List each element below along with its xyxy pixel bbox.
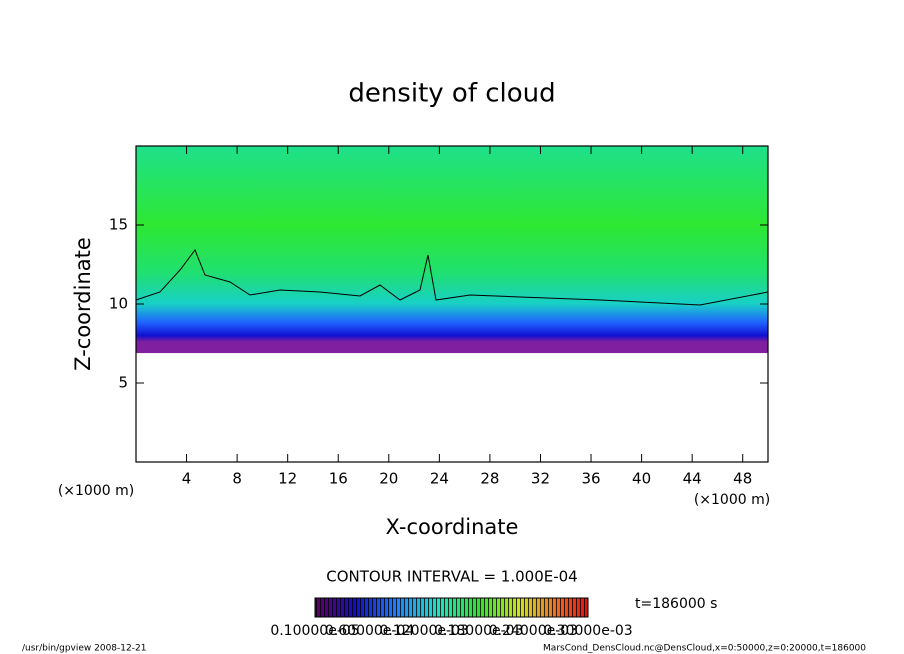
x-tick-label: 12 bbox=[278, 470, 297, 488]
time-label: t=186000 s bbox=[635, 596, 717, 612]
colorbar-frame bbox=[314, 597, 589, 618]
colorbar-label: 0.10000e-05 bbox=[270, 623, 359, 639]
x-tick-label: 32 bbox=[531, 470, 550, 488]
x-unit: (×1000 m) bbox=[694, 492, 770, 508]
footer-left: /usr/bin/gpview 2008-12-21 bbox=[22, 644, 146, 654]
y-tick-label: 15 bbox=[109, 216, 128, 234]
field bbox=[136, 146, 768, 462]
chart-title: density of cloud bbox=[348, 79, 555, 109]
contour-interval: CONTOUR INTERVAL = 1.000E-04 bbox=[326, 568, 577, 586]
y-tick-label: 10 bbox=[109, 295, 128, 313]
x-tick-label: 40 bbox=[632, 470, 651, 488]
x-axis-label: X-coordinate bbox=[386, 515, 519, 539]
x-tick-label: 28 bbox=[480, 470, 499, 488]
y-tick-label: 5 bbox=[118, 374, 128, 392]
colorbar-label: 0.24000e-03 bbox=[489, 623, 578, 639]
x-tick-label: 48 bbox=[733, 470, 752, 488]
y-unit: (×1000 m) bbox=[58, 483, 134, 499]
x-tick-label: 44 bbox=[683, 470, 702, 488]
x-tick-label: 36 bbox=[581, 470, 600, 488]
y-axis-label: Z-coordinate bbox=[71, 237, 95, 371]
x-tick-label: 4 bbox=[182, 470, 192, 488]
x-tick-label: 20 bbox=[379, 470, 398, 488]
footer-right: MarsCond_DensCloud.nc@DensCloud,x=0:5000… bbox=[543, 644, 866, 654]
colorbar-label: 0.18000e-03 bbox=[434, 623, 523, 639]
colorbar-label: 0.12000e-03 bbox=[380, 623, 469, 639]
contour-line bbox=[135, 248, 769, 306]
x-tick-label: 24 bbox=[430, 470, 449, 488]
x-tick-label: 8 bbox=[232, 470, 242, 488]
colorbar-label: 0.60000e-04 bbox=[325, 623, 414, 639]
x-tick-label: 16 bbox=[329, 470, 348, 488]
colorbar-label: 0.30000e-03 bbox=[543, 623, 632, 639]
